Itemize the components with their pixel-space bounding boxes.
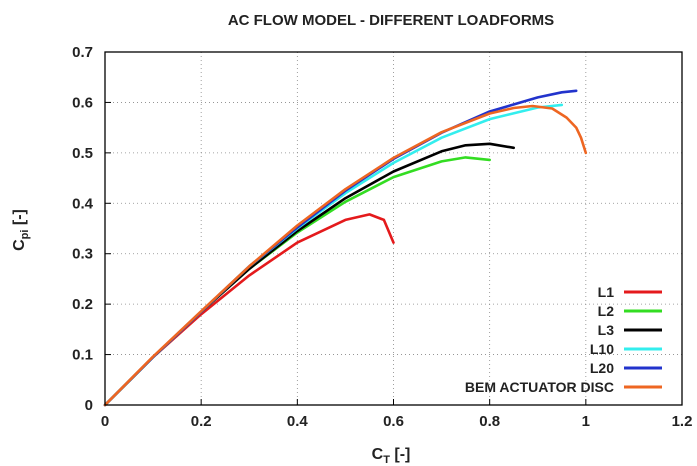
y-tick-label: 0.5 <box>72 145 93 162</box>
x-tick-label: 0.4 <box>287 413 309 430</box>
legend-label-l10: L10 <box>590 341 614 357</box>
tick-labels: 0 0.2 0.4 0.6 0.8 1 1.2 0 0.1 0.2 0.3 0.4 0.5 0.6 0.7 <box>72 44 692 430</box>
plot-frame <box>104 51 683 406</box>
series-line-bem-actuator-disc <box>103 104 588 407</box>
series-line-l10 <box>103 103 564 407</box>
x-tick-label: 0.2 <box>191 413 212 430</box>
series-line-l1 <box>103 213 395 407</box>
x-tick-label: 0.6 <box>383 413 404 430</box>
series-line-l20 <box>103 89 578 407</box>
y-tick-label: 0.2 <box>72 296 93 313</box>
legend-label-l1: L1 <box>598 284 615 300</box>
x-axis-label: CT [-] <box>372 446 411 466</box>
y-axis-label: Cpi [-] <box>11 209 31 251</box>
chart-title: AC FLOW MODEL - DIFFERENT LOADFORMS <box>228 12 554 29</box>
legend-label-l2: L2 <box>598 303 615 319</box>
y-tick-label: 0.1 <box>72 347 93 364</box>
series-line-l2 <box>103 156 492 407</box>
plot-area <box>103 89 588 407</box>
legend-label-l20: L20 <box>590 360 614 376</box>
y-tick-label: 0.3 <box>72 246 93 263</box>
legend: L1 L2 L3 L10 L20 BEM ACTUATOR DISC <box>465 284 662 395</box>
series-line-l3 <box>103 142 516 407</box>
y-tick-label: 0.7 <box>72 44 93 61</box>
y-tick-label: 0.6 <box>72 94 93 111</box>
legend-label-l3: L3 <box>598 322 615 338</box>
x-tick-label: 1.2 <box>672 413 693 430</box>
x-tick-label: 0.8 <box>479 413 500 430</box>
y-tick-label: 0.4 <box>72 195 94 212</box>
y-tick-label: 0 <box>85 397 93 414</box>
legend-label-bem-actuator-disc: BEM ACTUATOR DISC <box>465 379 614 395</box>
x-tick-label: 0 <box>101 413 109 430</box>
x-tick-label: 1 <box>582 413 590 430</box>
grid <box>104 51 683 406</box>
